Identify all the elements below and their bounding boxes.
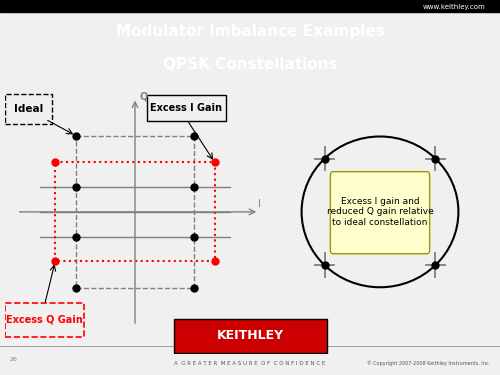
Text: QPSK Constellations: QPSK Constellations [162, 57, 338, 72]
FancyBboxPatch shape [147, 94, 226, 120]
Text: Ideal: Ideal [14, 104, 44, 114]
Text: Excess I gain and
reduced Q gain relative
to ideal constellation: Excess I gain and reduced Q gain relativ… [326, 197, 434, 227]
Text: Excess I Gain: Excess I Gain [150, 103, 222, 112]
Text: A  G R E A T E R  M E A S U R E  O F  C O N F I D E N C E: A G R E A T E R M E A S U R E O F C O N … [174, 361, 326, 366]
FancyBboxPatch shape [5, 303, 84, 337]
FancyBboxPatch shape [330, 172, 430, 254]
FancyBboxPatch shape [5, 94, 52, 123]
Text: Modulator Imbalance Examples: Modulator Imbalance Examples [116, 24, 384, 39]
Text: KEITHLEY: KEITHLEY [216, 329, 284, 342]
Text: I: I [258, 199, 261, 209]
Text: www.keithley.com: www.keithley.com [422, 4, 485, 10]
Text: 26: 26 [10, 357, 18, 362]
FancyBboxPatch shape [0, 0, 500, 12]
Text: Excess Q Gain: Excess Q Gain [6, 315, 83, 325]
Text: Q: Q [139, 91, 147, 101]
Text: © Copyright 2007-2008 Keithley Instruments, Inc.: © Copyright 2007-2008 Keithley Instrumen… [367, 360, 490, 366]
FancyBboxPatch shape [174, 319, 326, 352]
